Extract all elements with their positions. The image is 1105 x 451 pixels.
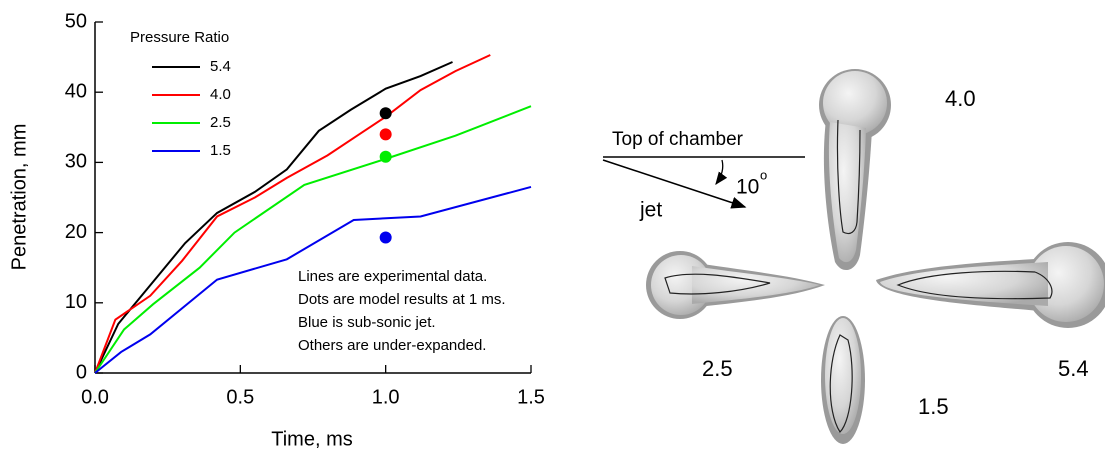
- model-point: [380, 151, 392, 163]
- chart: 0 10 20 30 40 50 0.0 0.5 1.0 1.5 5.4 4.0 2.5 1.5 Lines…: [65, 10, 545, 408]
- x-tick-label: 1.0: [372, 386, 400, 408]
- jet-label: 2.5: [702, 356, 733, 381]
- legend-label: 4.0: [210, 86, 231, 103]
- annotation: Lines are experimental data.: [298, 268, 487, 285]
- y-tick-label: 10: [65, 291, 87, 313]
- y-tick-label: 40: [65, 80, 87, 102]
- chamber-label: Top of chamber: [612, 129, 744, 150]
- jet-right: [876, 242, 1105, 328]
- jet-label: 4.0: [945, 86, 976, 111]
- model-point: [380, 128, 392, 140]
- jet-label: 1.5: [918, 394, 949, 419]
- y-tick-label: 50: [65, 10, 87, 32]
- legend-label: 1.5: [210, 142, 231, 159]
- legend-title: Pressure Ratio: [130, 29, 229, 46]
- annotation: Blue is sub-sonic jet.: [298, 314, 436, 331]
- y-axis-label: Penetration, mm: [8, 124, 30, 271]
- jet-left: [646, 251, 825, 319]
- annotation: Others are under-expanded.: [298, 337, 486, 354]
- annotation: Dots are model results at 1 ms.: [298, 291, 506, 308]
- x-tick-label: 1.5: [517, 386, 545, 408]
- y-tick-label: 20: [65, 221, 87, 243]
- angle-unit: o: [760, 167, 767, 182]
- x-tick-label: 0.0: [81, 386, 109, 408]
- x-axis-label: Time, ms: [271, 428, 352, 450]
- jet-figure: 4.0 2.5 5.4 1.5 Top of chamber 10 o jet: [603, 69, 1105, 444]
- page: 0 10 20 30 40 50 0.0 0.5 1.0 1.5 5.4 4.0 2.5 1.5 Lines…: [0, 0, 1105, 451]
- jet-bottom: [821, 316, 865, 444]
- jet-top: [819, 69, 891, 270]
- model-point: [380, 232, 392, 244]
- legend-label: 5.4: [210, 58, 231, 75]
- angle-label: 10: [736, 176, 759, 199]
- x-tick-label: 0.5: [226, 386, 254, 408]
- model-point: [380, 107, 392, 119]
- series-line: [95, 106, 531, 373]
- y-tick-label: 0: [76, 361, 87, 383]
- y-tick-label: 30: [65, 151, 87, 173]
- jet-direction-label: jet: [639, 199, 662, 222]
- jet-label: 5.4: [1058, 356, 1089, 381]
- legend-label: 2.5: [210, 114, 231, 131]
